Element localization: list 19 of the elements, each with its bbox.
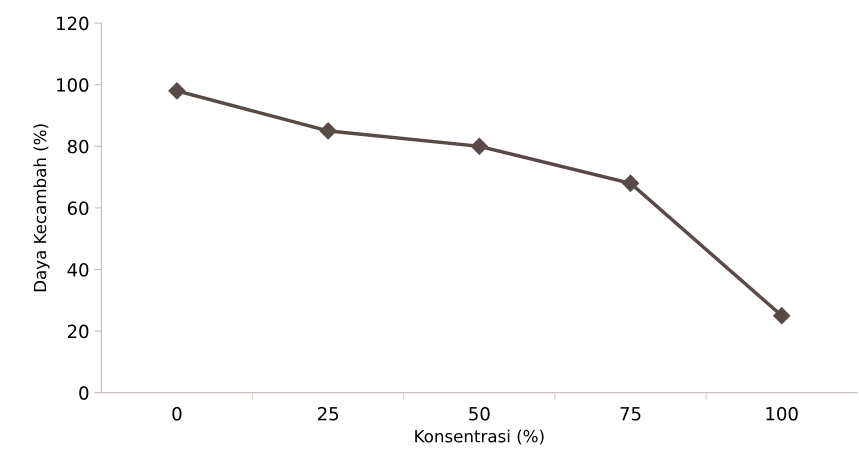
y-tick-label: 100 [57,78,88,92]
point [168,82,186,100]
y-tick-label: 40 [67,262,88,277]
point [773,307,790,324]
x-tick-label: 0 [172,406,182,421]
y-tick-label: 80 [68,140,88,154]
x-axis-title: Konsentrasi (%) [415,430,544,444]
point [622,174,640,192]
y-axis-title: Daya Kecambah (%) [33,124,50,292]
y-tick-label: 20 [68,324,88,338]
y-tick-label: 120 [57,16,88,30]
point [470,138,488,155]
y-tick-label: 0 [79,386,88,400]
point [320,122,337,140]
x-tick-label: 75 [620,407,640,421]
y-tick-label: 60 [68,201,88,216]
x-tick-label: 50 [469,406,490,421]
x-tick-label: 100 [766,406,798,421]
x-tick-label: 25 [318,406,338,421]
